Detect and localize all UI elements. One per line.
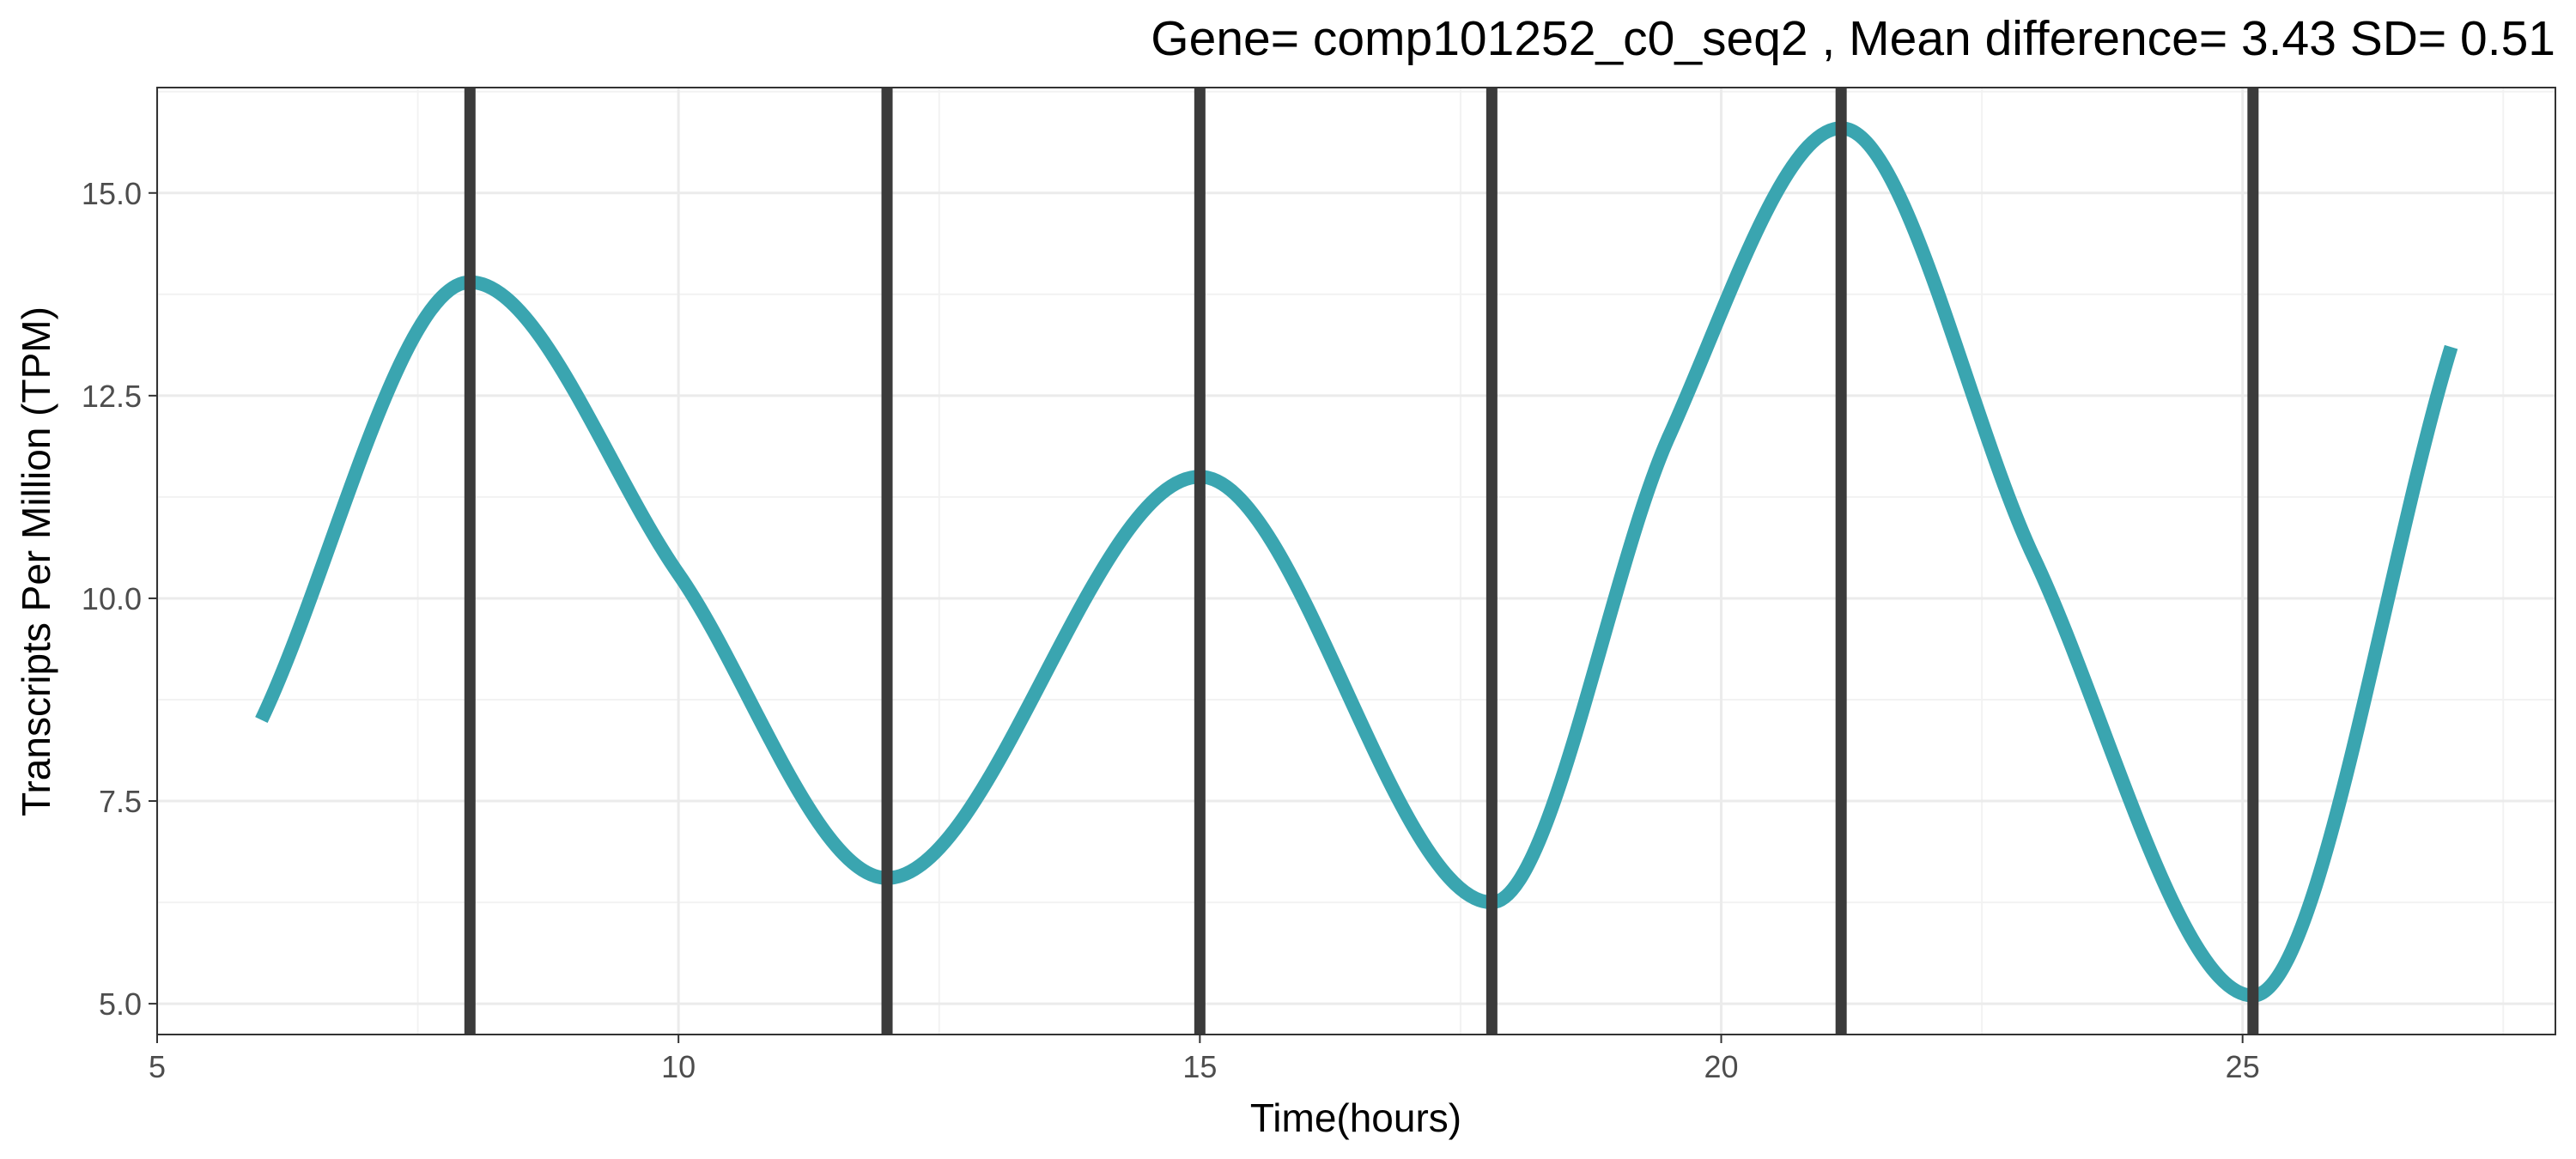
plot-panel xyxy=(157,88,2555,1035)
series-layer xyxy=(255,121,2458,1003)
y-tick-label: 15.0 xyxy=(82,176,142,211)
x-axis-title: Time(hours) xyxy=(1250,1095,1461,1140)
axis-layer: 5 10 15 20 25 5.0 7.5 10.0 12.5 15.0 xyxy=(82,176,2260,1084)
y-tick-label: 7.5 xyxy=(99,784,142,819)
x-tick-label: 10 xyxy=(661,1049,696,1084)
x-tick-label: 20 xyxy=(1704,1049,1738,1084)
x-tick-label: 15 xyxy=(1182,1049,1217,1084)
y-tick-label: 12.5 xyxy=(82,379,142,414)
series-line xyxy=(255,121,2458,1003)
y-tick-label: 10.0 xyxy=(82,581,142,616)
y-tick-label: 5.0 xyxy=(99,986,142,1022)
y-axis-title: Transcripts Per Million (TPM) xyxy=(14,306,58,816)
plot-border xyxy=(156,87,2556,1035)
x-tick-label: 25 xyxy=(2226,1049,2260,1084)
x-tick-label: 5 xyxy=(149,1049,166,1084)
chart-title: Gene= comp101252_c0_seq2 , Mean differen… xyxy=(1151,11,2555,66)
